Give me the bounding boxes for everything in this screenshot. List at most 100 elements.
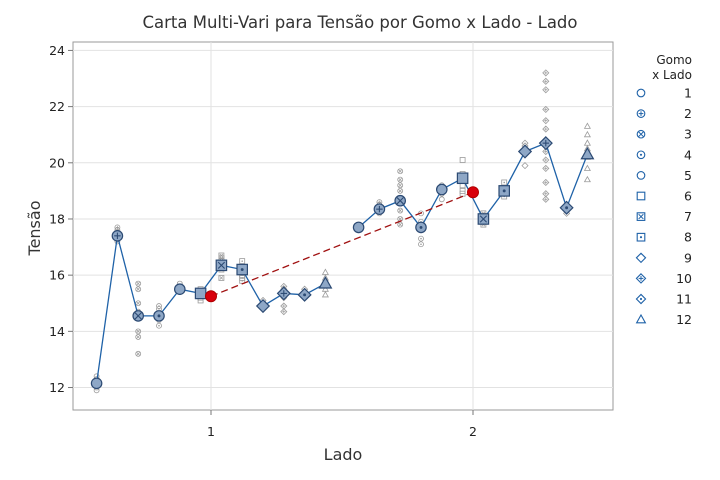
- raw-point: [583, 164, 591, 171]
- legend-label-11: 11: [676, 292, 692, 307]
- legend-symbol-1: [636, 88, 646, 98]
- gomo-mean-marker: [580, 146, 595, 160]
- raw-point: [583, 122, 591, 129]
- legend-symbol-12: [635, 313, 647, 324]
- legend-label-4: 4: [684, 147, 692, 162]
- x-tick-label: 1: [207, 424, 215, 439]
- gomo-mean-marker: [194, 287, 207, 300]
- raw-point: [459, 157, 466, 163]
- y-tick-label: 24: [49, 43, 65, 58]
- legend-label-9: 9: [684, 250, 692, 265]
- gomo-mean-marker: [559, 200, 574, 215]
- legend-title-line-1: Gomo: [656, 53, 692, 67]
- lado-mean-dashed-line: [210, 191, 474, 297]
- y-tick-label: 22: [49, 99, 65, 114]
- gomo-mean-marker: [90, 377, 103, 390]
- raw-point: [135, 328, 142, 335]
- legend-symbol-7: [636, 212, 646, 221]
- raw-point: [501, 179, 508, 186]
- legend-symbol-11: [635, 293, 647, 305]
- gomo-mean-marker: [435, 183, 448, 196]
- legend-label-2: 2: [684, 106, 692, 121]
- raw-point: [397, 207, 404, 214]
- raw-point: [239, 258, 246, 265]
- chart-title: Carta Multi-Vari para Tensão por Gomo x …: [142, 13, 577, 32]
- raw-point: [542, 69, 550, 77]
- raw-point: [397, 187, 404, 194]
- y-tick-label: 14: [49, 324, 65, 339]
- legend-symbol-10: [635, 273, 647, 284]
- raw-point: [542, 164, 550, 172]
- gomo-mean-marker: [538, 136, 553, 151]
- raw-point: [583, 175, 591, 183]
- x-tick-label: 2: [469, 424, 477, 439]
- raw-point: [218, 275, 225, 281]
- gomo-mean-marker: [394, 194, 406, 207]
- legend-label-3: 3: [684, 127, 692, 142]
- legend-symbol-5: [636, 171, 646, 180]
- gomo-mean-marker: [477, 213, 490, 225]
- gomo-mean-marker: [352, 221, 365, 234]
- legend-label-10: 10: [676, 271, 692, 286]
- raw-point: [542, 105, 550, 113]
- raw-point: [397, 168, 404, 175]
- raw-point: [135, 286, 142, 293]
- raw-point: [521, 162, 529, 170]
- gomo-mean-marker: [132, 310, 144, 322]
- raw-point: [542, 117, 550, 125]
- raw-point: [542, 86, 550, 94]
- raw-point: [542, 178, 550, 187]
- mean-markers: [90, 136, 595, 390]
- gomo-mean-marker: [297, 287, 312, 302]
- raw-point: [397, 176, 404, 183]
- y-tick-label: 20: [49, 155, 65, 170]
- gomo-mean-marker: [415, 221, 427, 234]
- gomo-mean-marker: [174, 283, 186, 296]
- legend-label-1: 1: [684, 86, 692, 101]
- legend-label-6: 6: [684, 189, 692, 204]
- plot-area: [72, 41, 614, 411]
- gomo-mean-marker: [517, 144, 533, 159]
- legend-symbol-2: [636, 109, 646, 118]
- raw-point: [542, 156, 550, 164]
- y-tick-label: 18: [49, 211, 65, 226]
- legend-label-5: 5: [684, 168, 692, 183]
- y-tick-label: 16: [49, 268, 65, 283]
- gomo-mean-marker: [111, 230, 124, 242]
- raw-point: [321, 291, 329, 298]
- grid-lines: [73, 42, 613, 410]
- raw-point: [397, 182, 404, 189]
- legend-title-line-2: x Lado: [652, 68, 692, 82]
- raw-point: [156, 303, 162, 309]
- legend-label-7: 7: [684, 209, 692, 224]
- legend-symbol-3: [636, 129, 646, 139]
- raw-point: [542, 195, 550, 203]
- legend-label-12: 12: [676, 312, 692, 327]
- raw-point: [135, 280, 142, 287]
- raw-point: [418, 241, 424, 248]
- legend-symbol-9: [635, 252, 647, 264]
- raw-point: [135, 350, 142, 357]
- raw-point: [397, 221, 404, 228]
- gomo-mean-marker: [255, 298, 271, 314]
- gomo-mean-marker: [373, 203, 386, 215]
- gomo-mean-marker: [153, 310, 165, 322]
- gomo-mean-marker: [498, 185, 510, 197]
- raw-point: [438, 196, 445, 203]
- legend-label-8: 8: [684, 230, 692, 245]
- raw-point: [280, 308, 288, 316]
- y-tick-label: 12: [49, 380, 65, 395]
- lado-mean-marker: [467, 186, 479, 199]
- gomo-mean-marker: [276, 286, 291, 301]
- gomo-mean-marker: [318, 276, 333, 289]
- raw-point: [542, 77, 550, 85]
- raw-point: [135, 300, 142, 307]
- gomo-mean-marker: [236, 263, 248, 276]
- raw-point: [156, 322, 162, 329]
- lado-mean-marker: [205, 290, 217, 303]
- legend-symbol-8: [636, 232, 646, 242]
- legend-symbol-4: [636, 150, 646, 160]
